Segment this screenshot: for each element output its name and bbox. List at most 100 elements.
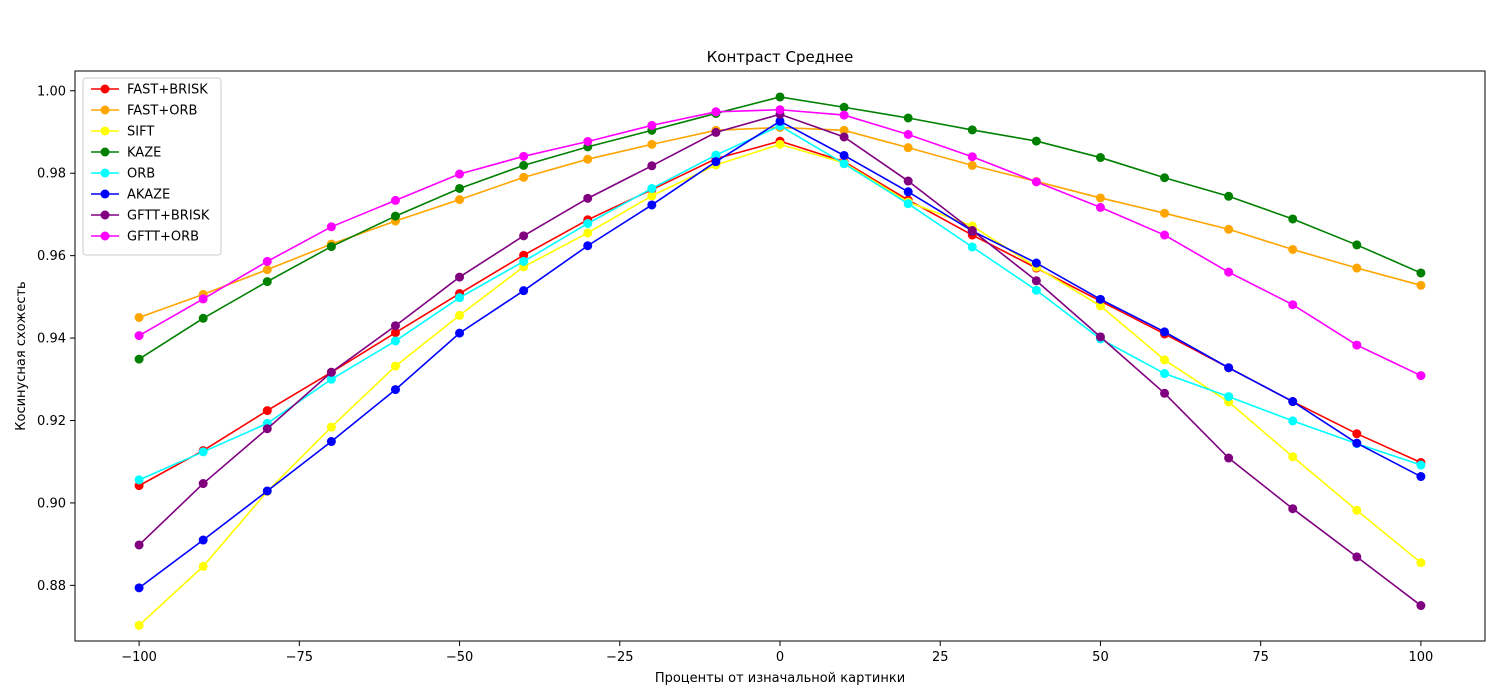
data-point (519, 250, 529, 260)
data-point (519, 160, 529, 170)
data-point (967, 125, 977, 135)
data-point (390, 361, 400, 371)
y-axis-title: Косинусная схожесть (14, 281, 29, 430)
legend-label: GFTT+BRISK (127, 209, 210, 224)
y-tick-label: 0.98 (37, 167, 66, 182)
legend-swatch-marker (100, 168, 110, 178)
data-point (134, 312, 144, 322)
data-point (262, 265, 272, 275)
y-tick-label: 0.94 (37, 332, 66, 347)
data-point (326, 437, 336, 447)
data-point (134, 475, 144, 485)
data-point (1288, 504, 1298, 514)
x-tick-label: 75 (1252, 650, 1269, 665)
data-point (775, 116, 785, 126)
data-point (839, 159, 849, 169)
data-point (647, 191, 657, 201)
x-tick-label: 100 (1408, 650, 1433, 665)
data-point (711, 157, 721, 167)
data-point (1160, 230, 1170, 240)
legend-box (82, 77, 222, 256)
data-point (1160, 388, 1170, 398)
data-point (519, 151, 529, 161)
x-tick-label: 50 (1092, 650, 1109, 665)
data-point (839, 132, 849, 142)
data-point (1288, 300, 1298, 310)
y-tick-label: 0.88 (37, 579, 66, 594)
legend-label: KAZE (127, 146, 161, 161)
data-point (519, 172, 529, 182)
chart-title: Контраст Среднее (707, 48, 854, 66)
data-point (390, 385, 400, 395)
data-point (1224, 267, 1234, 277)
data-point (1160, 369, 1170, 379)
data-point (198, 479, 208, 489)
data-point (390, 336, 400, 346)
legend-item: KAZE (91, 146, 161, 161)
data-point (455, 310, 465, 320)
data-point (647, 161, 657, 171)
legend-swatch-marker (100, 189, 110, 199)
data-point (1224, 392, 1234, 402)
data-point (903, 199, 913, 209)
legend-label: FAST+ORB (127, 104, 197, 119)
legend-item: FAST+BRISK (91, 83, 208, 98)
legend-swatch-marker (100, 231, 110, 241)
data-point (1095, 294, 1105, 304)
data-point (967, 160, 977, 170)
legend: FAST+BRISK FAST+ORB SIFT KAZE ORB AKAZE GFTT+B… (82, 77, 222, 256)
data-point (262, 424, 272, 434)
data-point (1416, 268, 1426, 278)
legend-swatch-marker (100, 210, 110, 220)
data-point (262, 277, 272, 287)
data-point (262, 256, 272, 266)
data-point (1031, 136, 1041, 146)
legend-item: ORB (91, 167, 155, 182)
data-point (134, 354, 144, 364)
data-point (839, 125, 849, 135)
legend-swatch-marker (100, 105, 110, 115)
plot-frame (74, 70, 1486, 642)
data-point (1160, 208, 1170, 218)
data-point (711, 150, 721, 160)
data-point (134, 331, 144, 341)
data-point (1352, 340, 1362, 350)
legend-swatch-marker (100, 147, 110, 157)
series-gftt-orb (134, 105, 1426, 381)
data-point (1416, 472, 1426, 482)
data-point (647, 183, 657, 193)
data-point (455, 328, 465, 338)
legend-label: AKAZE (127, 188, 170, 203)
data-point (390, 321, 400, 331)
data-point (967, 152, 977, 162)
data-point (647, 200, 657, 210)
data-point (455, 293, 465, 303)
data-point (326, 222, 336, 232)
data-point (1416, 558, 1426, 568)
data-point (326, 422, 336, 432)
data-point (583, 193, 593, 203)
data-point (198, 313, 208, 323)
data-point (1224, 191, 1234, 201)
data-point (1031, 276, 1041, 286)
data-point (1416, 371, 1426, 381)
data-point (839, 150, 849, 160)
y-tick-label: 0.96 (37, 249, 66, 264)
legend-swatch-marker (100, 84, 110, 94)
data-point (134, 583, 144, 593)
data-point (1288, 397, 1298, 407)
data-point (1160, 355, 1170, 365)
data-point (583, 228, 593, 238)
data-point (1288, 244, 1298, 254)
legend-item: GFTT+BRISK (91, 209, 210, 224)
data-point (903, 129, 913, 139)
data-point (903, 143, 913, 153)
data-point (967, 242, 977, 252)
legend-label: FAST+BRISK (127, 83, 208, 98)
data-point (1095, 301, 1105, 311)
data-point (1160, 173, 1170, 183)
legend-item: AKAZE (91, 188, 170, 203)
data-point (1031, 258, 1041, 268)
